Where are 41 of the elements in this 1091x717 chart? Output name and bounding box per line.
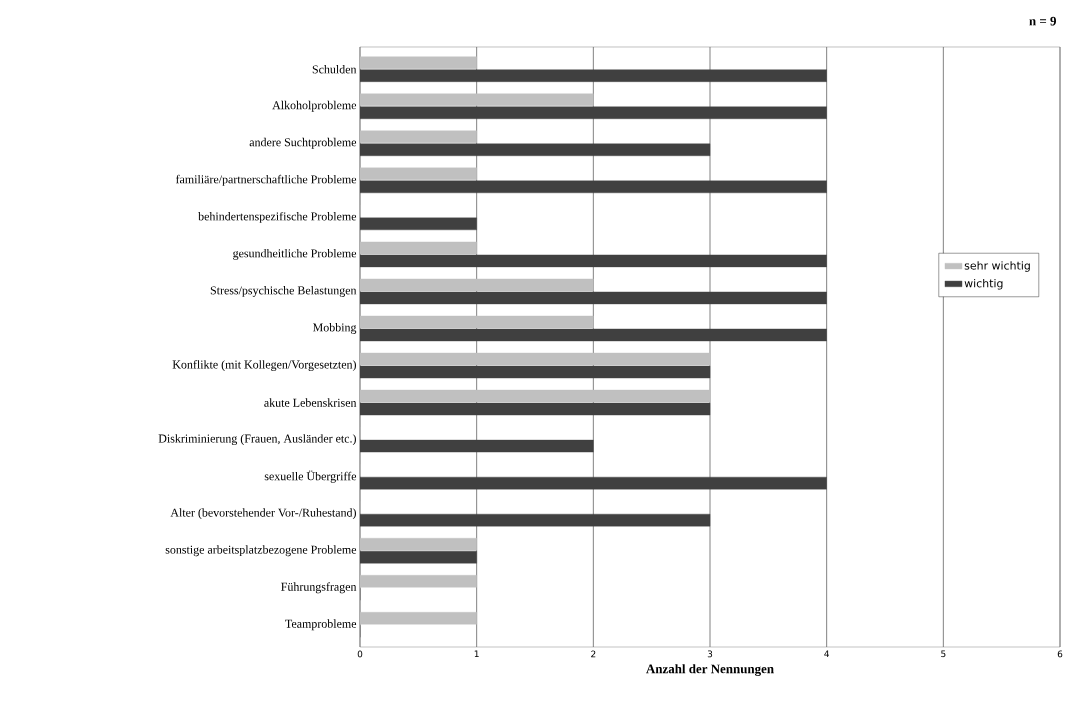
legend-label: wichtig (964, 278, 1003, 290)
y-tick-label: Teamprobleme (285, 619, 357, 631)
x-tick-label: 2 (591, 650, 596, 658)
y-tick-label: sonstige arbeitsplatzbezogene Probleme (165, 545, 357, 557)
bar (360, 217, 477, 231)
y-tick-label: familiäre/partnerschaftliche Probleme (175, 174, 357, 186)
y-tick-label: Konflikte (mit Kollegen/Vorgesetzten) (172, 360, 356, 372)
x-tick-label: 0 (357, 650, 363, 658)
y-tick-label: Diskriminierung (Frauen, Ausländer etc.) (158, 434, 356, 446)
text: n = 9 (1029, 16, 1057, 26)
y-tick-label: sexuelle Übergriffe (264, 470, 357, 483)
bar (360, 551, 477, 564)
y-tick-label: Mobbing (312, 323, 357, 334)
x-tick-label: 1 (474, 650, 479, 658)
bar (360, 180, 827, 194)
y-tick-label: Schulden (312, 65, 357, 74)
y-tick-label: andere Suchtprobleme (249, 137, 357, 149)
bar (360, 328, 827, 342)
bar (360, 439, 594, 453)
y-tick-label: Alter (bevorstehender Vor-/Ruhestand) (170, 508, 356, 520)
y-tick-label: Alkoholprobleme (272, 100, 357, 112)
bar (360, 106, 827, 119)
bar (360, 476, 827, 490)
y-tick-label: Führungsfragen (281, 582, 357, 594)
x-tick-label: 4 (824, 650, 830, 658)
y-tick-label: akute Lebenskrisen (264, 398, 357, 407)
bar (360, 143, 711, 156)
bar (360, 402, 711, 416)
bar (360, 291, 827, 305)
bar (360, 69, 827, 82)
bar (360, 513, 711, 527)
legend-label: sehr wichtig (964, 261, 1030, 272)
y-tick-label: Stress/psychische Belastungen (210, 286, 357, 297)
y-tick-label: behindertenspezifische Probleme (198, 211, 357, 223)
x-tick-label: 6 (1057, 650, 1063, 658)
x-tick-label: 3 (707, 650, 713, 658)
bar (360, 365, 711, 379)
x-axis-title: Anzahl der Nennungen (646, 664, 774, 676)
bar (360, 254, 827, 268)
x-tick-label: 5 (941, 650, 946, 658)
y-tick-label: gesundheitliche Probleme (233, 248, 357, 260)
